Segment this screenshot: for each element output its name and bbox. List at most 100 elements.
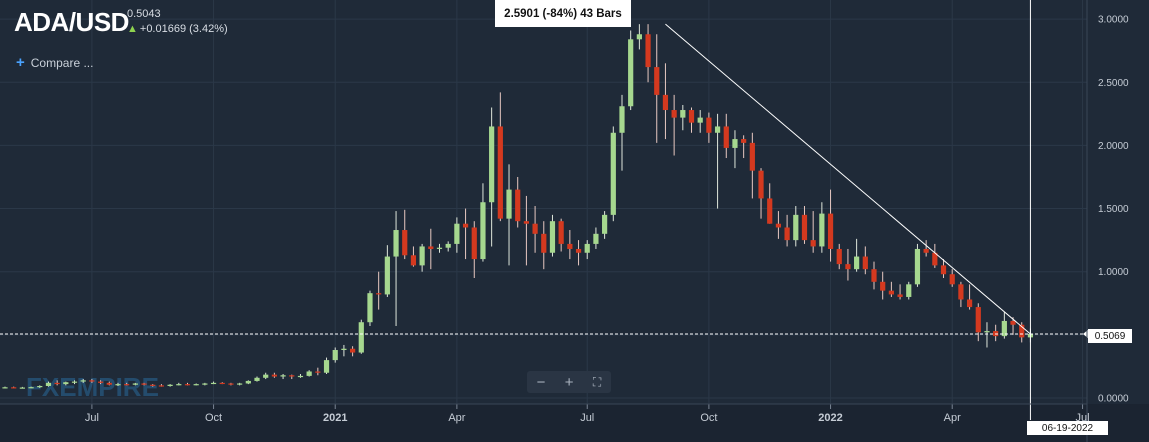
candle-body <box>37 386 43 388</box>
candle <box>63 381 69 386</box>
y-tick-label: 2.0000 <box>1098 141 1129 152</box>
x-tick-label: 2022 <box>818 412 842 424</box>
symbol-title: ADA/USD <box>14 7 129 37</box>
candle-body <box>124 384 130 386</box>
candle-body <box>810 240 816 247</box>
candle-body <box>323 360 330 373</box>
candle <box>384 245 390 297</box>
candle <box>897 284 903 300</box>
candle-body <box>419 246 425 266</box>
candle-body <box>593 233 599 244</box>
candle <box>932 243 938 268</box>
candle <box>454 217 460 253</box>
candle-body <box>54 382 60 385</box>
candle <box>532 206 538 253</box>
candle-body <box>115 384 121 386</box>
candle <box>801 206 808 244</box>
candle <box>150 384 156 387</box>
candle-body <box>462 223 469 228</box>
candle <box>871 261 877 290</box>
candle <box>202 382 208 386</box>
candle-body <box>80 380 86 382</box>
candle-body <box>63 382 69 385</box>
candle <box>410 246 417 267</box>
candle-body <box>584 243 590 253</box>
candle <box>193 383 199 386</box>
candle <box>584 240 590 260</box>
candle-body <box>966 299 973 308</box>
zoom-in-icon[interactable]: + <box>564 373 574 391</box>
candle <box>315 367 321 376</box>
y-tick-label: 1.5000 <box>1098 204 1129 215</box>
candle <box>436 243 443 253</box>
candle-body <box>28 387 34 389</box>
candle <box>306 370 312 377</box>
candle <box>541 221 547 270</box>
candle-body <box>367 293 373 323</box>
candle <box>297 374 304 378</box>
fullscreen-icon[interactable]: ⛶ <box>592 374 602 389</box>
fxempire-watermark: FXEMPIRE <box>26 372 159 402</box>
candle-body <box>758 170 764 199</box>
candle-body <box>376 293 382 295</box>
candle-body <box>350 348 356 353</box>
candle <box>1019 322 1025 343</box>
candle-body <box>89 380 95 382</box>
measure-readout: 2.5901 (-84%) 43 Bars <box>495 0 631 27</box>
candle-body <box>880 281 886 291</box>
candle-body <box>932 252 938 266</box>
candle <box>767 183 773 224</box>
x-tick-label: Oct <box>205 412 222 424</box>
candle <box>749 132 755 199</box>
candle-body <box>619 106 625 133</box>
candle-body <box>801 214 808 241</box>
candle-body <box>341 348 347 351</box>
candle-body <box>767 198 773 224</box>
candle-body <box>193 384 199 386</box>
candle-body <box>1019 324 1025 338</box>
candle <box>671 94 677 156</box>
candle <box>71 380 78 385</box>
candle-body <box>706 117 712 133</box>
zoom-out-icon[interactable]: − <box>536 373 546 391</box>
candle-body <box>184 384 191 386</box>
x-tick-label: Jul <box>580 412 594 424</box>
compare-button[interactable]: + Compare ... <box>16 54 93 71</box>
candle-body <box>975 307 981 333</box>
candle <box>723 113 729 159</box>
candle <box>11 386 17 389</box>
candle <box>619 94 625 171</box>
last-price-label: 0.5069 <box>1088 329 1132 343</box>
candle-body <box>454 223 460 244</box>
x-tick-label: Apr <box>944 412 961 424</box>
candle <box>445 241 451 252</box>
price-change-value: +0.01669 (3.42%) <box>139 23 228 35</box>
candle <box>2 386 8 389</box>
candle <box>741 135 747 159</box>
candle <box>906 281 912 300</box>
candle-body <box>1010 320 1016 325</box>
candle-body <box>228 383 234 385</box>
candle-body <box>167 384 173 387</box>
candle <box>628 30 634 111</box>
candle-body <box>471 227 477 260</box>
candle <box>115 382 121 387</box>
candle <box>462 208 469 260</box>
candle-body <box>602 214 608 234</box>
candle <box>549 214 556 257</box>
candle <box>341 344 347 357</box>
candle <box>940 259 947 279</box>
candle <box>419 243 425 272</box>
candle <box>376 271 382 310</box>
candle <box>263 372 269 380</box>
candle-body <box>436 247 443 249</box>
candle-body <box>245 380 251 384</box>
candle <box>523 195 529 266</box>
candle-body <box>784 227 790 241</box>
candle-body <box>949 274 955 285</box>
price-change: ▲ +0.01669 (3.42%) <box>127 23 228 35</box>
candle-body <box>888 290 894 295</box>
candle-body <box>532 223 538 234</box>
candle <box>89 379 95 383</box>
candle <box>793 206 799 247</box>
